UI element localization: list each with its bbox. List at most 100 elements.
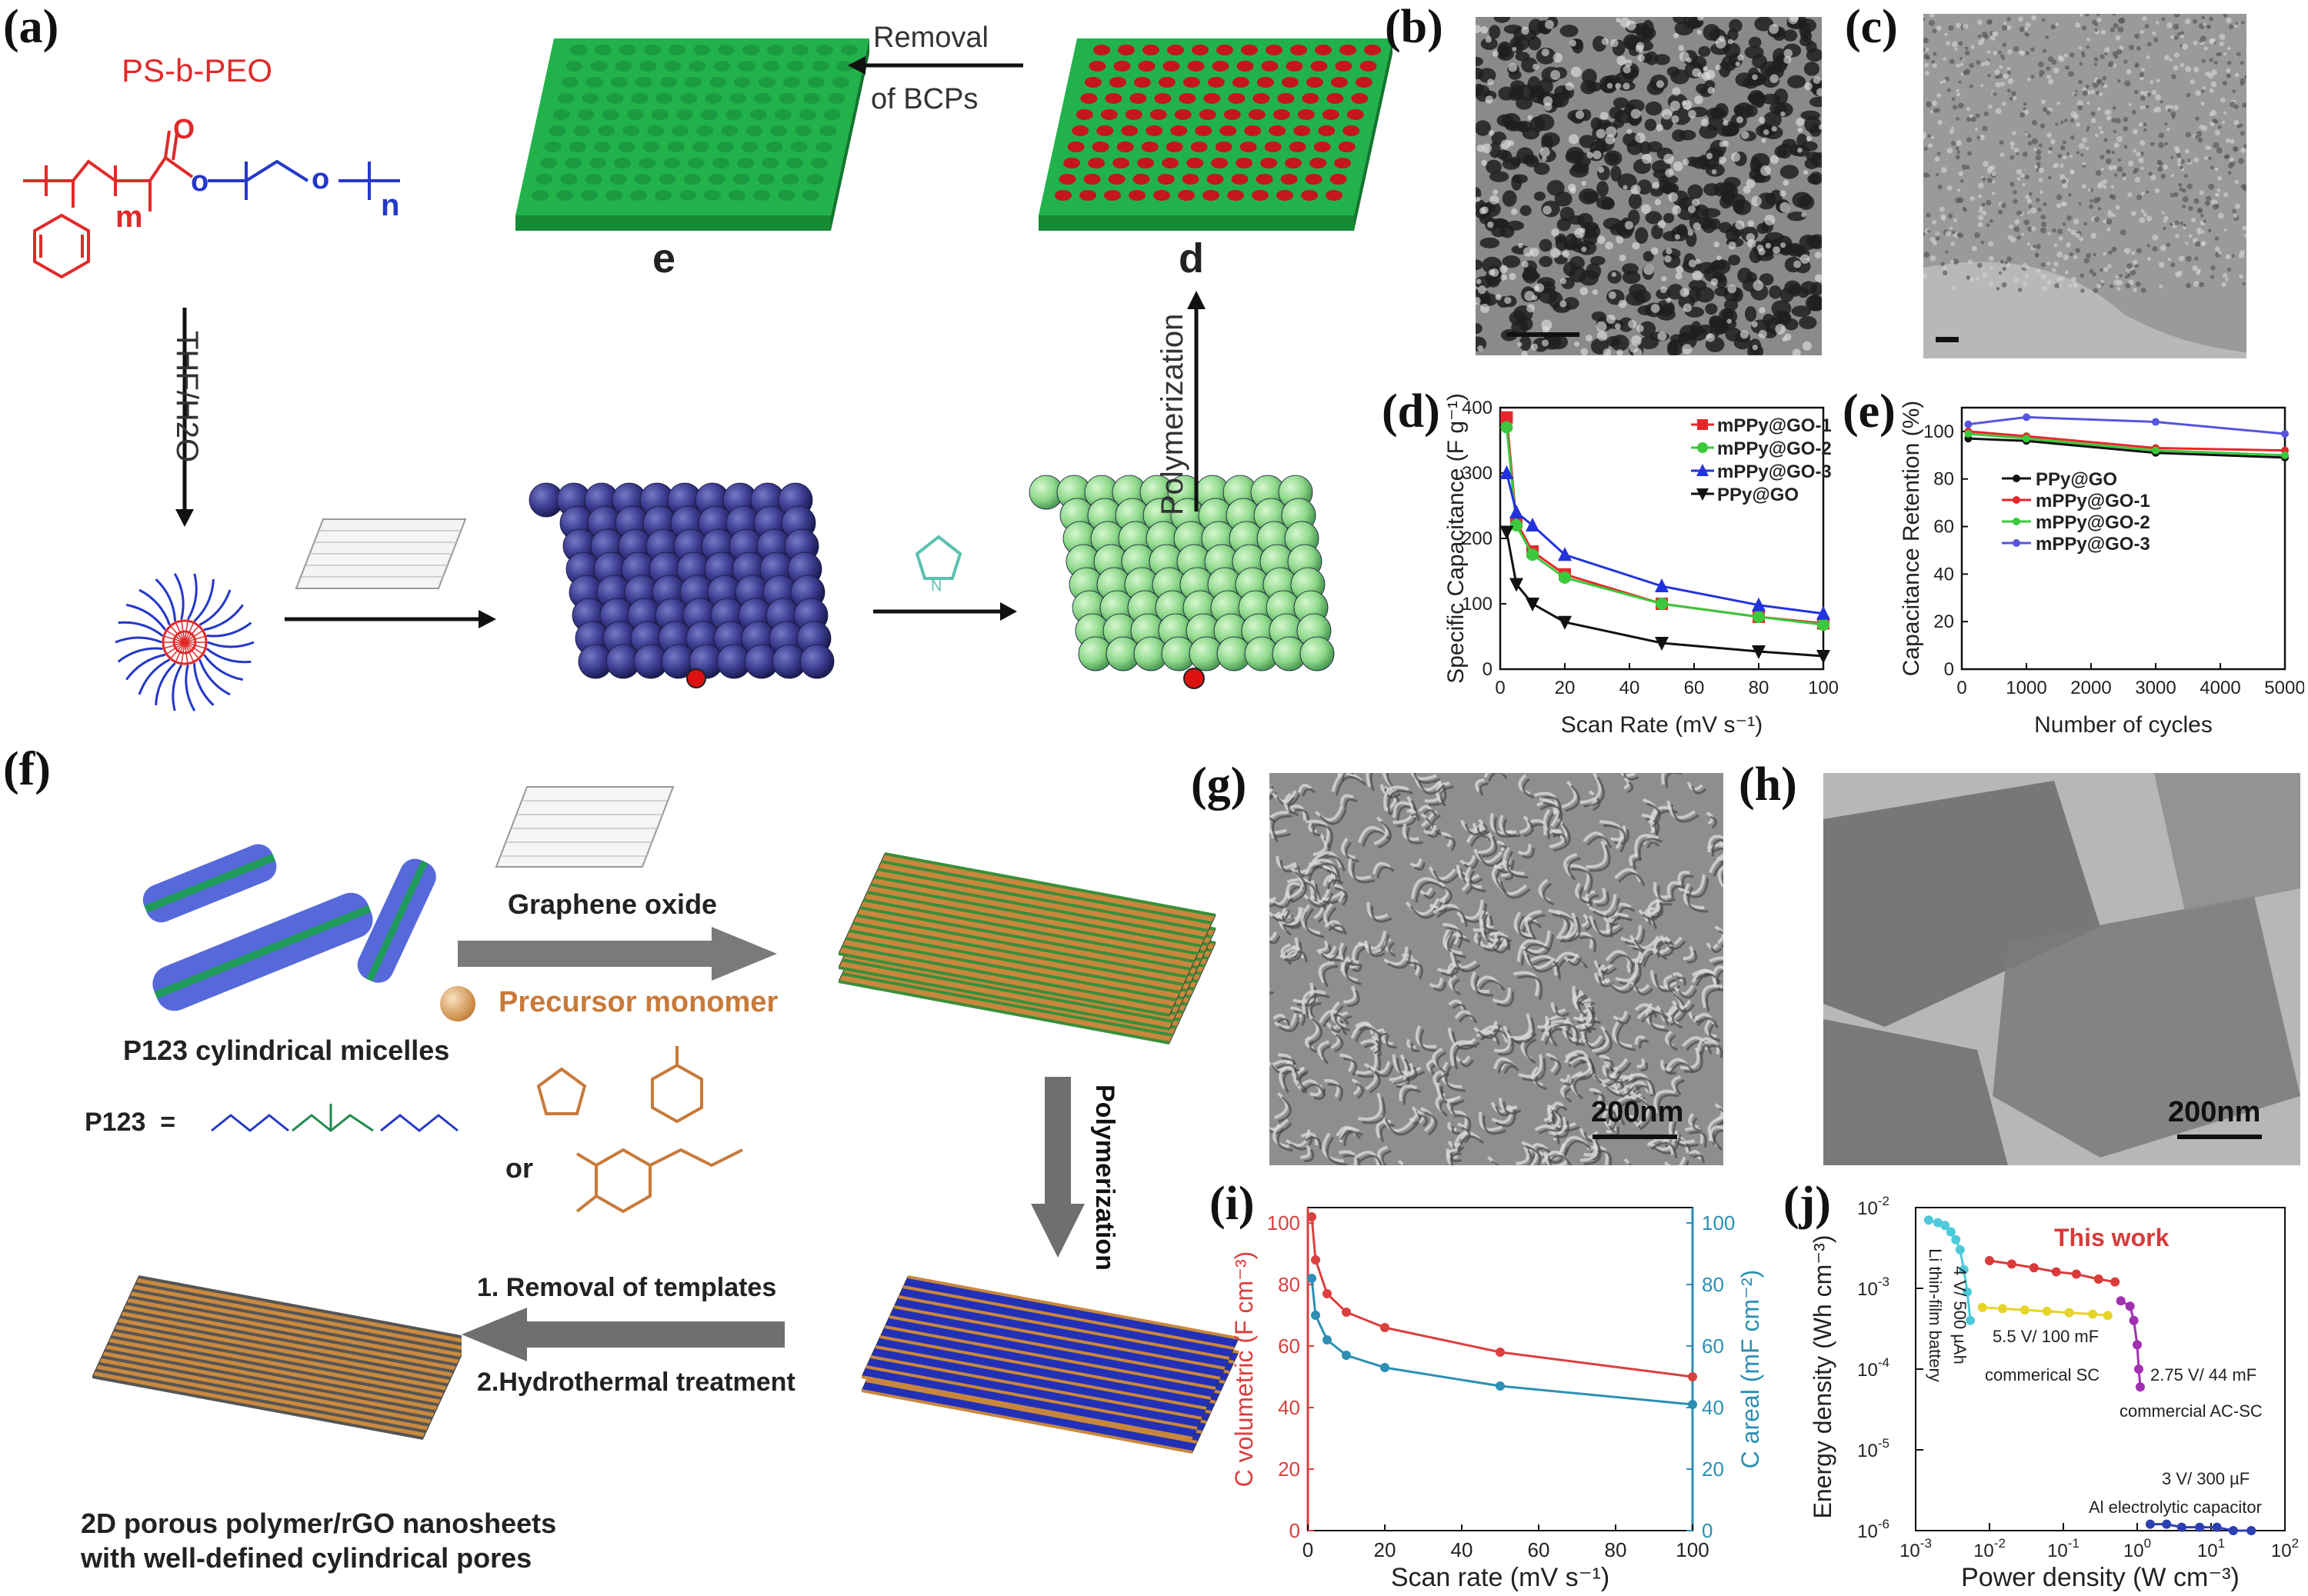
data-point — [2006, 1259, 2016, 1269]
x-tick-label: 0 — [1495, 678, 1505, 698]
down-arrow-thf — [175, 308, 194, 527]
annotation-5-5v: 5.5 V/ 100 mF — [1993, 1327, 2099, 1346]
data-point — [1817, 618, 1829, 631]
data-point — [1311, 1255, 1320, 1264]
y-tick-label-left: 60 — [1278, 1334, 1300, 1358]
y-axis-label: Energy density (Wh cm⁻³) — [1809, 1235, 1836, 1519]
y-tick-label: 10-3 — [1857, 1274, 1889, 1300]
data-point — [1510, 519, 1523, 531]
panel-label-d: (d) — [1382, 385, 1440, 438]
legend-label: mPPy@GO-1 — [2036, 491, 2150, 511]
sem-image-b — [1476, 17, 1822, 355]
x-tick-label: 100 — [1676, 1538, 1709, 1561]
scalebar-h — [2177, 1135, 2262, 1139]
y-tick-label: 100 — [1923, 421, 1954, 442]
data-point — [2281, 451, 2289, 459]
data-point — [1526, 598, 1539, 611]
data-point — [1959, 1264, 1969, 1274]
micelle-illustration — [115, 573, 255, 711]
y-tick-label: 60 — [1933, 517, 1954, 538]
data-point — [1380, 1323, 1389, 1332]
x-axis-label: Scan rate (mV s⁻¹) — [1391, 1563, 1609, 1592]
y-tick-label-right: 100 — [1702, 1211, 1735, 1234]
graphene-oxide-label: Graphene oxide — [508, 888, 718, 920]
x-tick-label: 100 — [1808, 678, 1839, 698]
tem-image-c — [1923, 14, 2246, 358]
panel-label-a: (a) — [3, 1, 59, 53]
svg-text:N: N — [931, 578, 942, 592]
data-point — [1499, 525, 1514, 540]
data-point — [1509, 505, 1523, 518]
data-point — [1307, 1274, 1316, 1283]
x-tick-label: 3000 — [2135, 678, 2176, 698]
y-tick-label: 0 — [1483, 659, 1493, 680]
y-tick-label: 10-2 — [1857, 1194, 1889, 1219]
data-point — [2088, 1309, 2098, 1319]
legend-label: PPy@GO — [1717, 485, 1799, 505]
data-point — [1946, 1227, 1956, 1237]
removal-label-2: of BCPs — [871, 83, 979, 115]
y-tick-label: 10-5 — [1857, 1436, 1889, 1461]
y-tick-label-left: 80 — [1278, 1273, 1300, 1296]
solvent-label: THF/H2O — [170, 331, 204, 463]
scalebar-c — [1936, 337, 1959, 342]
step2-label: 2.Hydrothermal treatment — [477, 1368, 795, 1397]
data-point — [1558, 615, 1572, 630]
plot-frame — [1960, 406, 2286, 671]
data-point — [1500, 421, 1513, 434]
panel-label-g: (g) — [1191, 758, 1247, 811]
y-tick-label: 80 — [1933, 469, 1954, 490]
y-tick-label: 300 — [1462, 463, 1493, 484]
y-tick-label-left: 20 — [1278, 1458, 1300, 1481]
series-line — [1968, 437, 2286, 459]
x-tick-exponent: -2 — [1994, 1536, 2006, 1551]
data-point — [1688, 1372, 1697, 1381]
data-point — [2051, 1267, 2061, 1277]
x-tick-label: 20 — [1374, 1538, 1396, 1561]
pyrrole-aniline-structures — [536, 1046, 703, 1124]
data-point — [2013, 496, 2020, 504]
series-line — [1968, 432, 2286, 457]
data-point — [2162, 1519, 2172, 1529]
data-point — [2152, 418, 2160, 426]
arrow-micelle-to-assembly — [285, 610, 496, 628]
data-point — [1697, 442, 1708, 453]
data-point — [1380, 1363, 1389, 1372]
or-label: or — [505, 1152, 533, 1184]
data-point — [2145, 1519, 2155, 1529]
result-label-1: 2D porous polymer/rGO nanosheets — [81, 1508, 557, 1539]
annotation-3v: 3 V/ 300 µF — [2162, 1469, 2250, 1488]
y-tick-label: 10-4 — [1857, 1355, 1889, 1381]
data-point — [2135, 1382, 2145, 1392]
x-tick-label: 60 — [1528, 1538, 1550, 1561]
data-point — [1940, 1221, 1950, 1231]
data-point — [2129, 1315, 2139, 1325]
data-point — [1322, 1335, 1332, 1344]
panel-label-e: (e) — [1843, 385, 1896, 438]
chart-j: 10-3 10-2 10-1 100 101 10210-610-510-410-310-… — [1809, 1194, 2299, 1592]
data-point — [1656, 598, 1668, 610]
data-point — [2071, 1269, 2081, 1279]
panel-label-f: (f) — [3, 743, 51, 795]
pyrrole-icon: N — [915, 535, 962, 592]
p123-equation-label: P123 = — [85, 1108, 176, 1137]
subscript-m: m — [115, 200, 143, 234]
legend-label: mPPy@GO-2 — [2036, 512, 2150, 533]
x-tick-label: 0 — [1302, 1538, 1313, 1561]
panel-label-b: (b) — [1385, 1, 1443, 53]
data-point — [2246, 1526, 2256, 1535]
y-tick-label-right: 0 — [1702, 1519, 1713, 1542]
scalebar-b — [1506, 332, 1579, 337]
y-tick-exponent: -3 — [1878, 1274, 1889, 1289]
x-axis-label: Number of cycles — [2034, 712, 2213, 738]
scale-label-g: 200nm — [1591, 1096, 1684, 1128]
x-tick-label: 80 — [1605, 1538, 1627, 1561]
y-axis-label-left: C volumetric (F cm⁻³) — [1230, 1251, 1258, 1488]
y-tick-label: 20 — [1933, 611, 1954, 632]
data-point — [1966, 1315, 1976, 1325]
subscript-n: n — [381, 188, 399, 222]
ester-o: o — [191, 165, 208, 198]
annotation-4v: 4 V/ 500 µAh — [1950, 1266, 1969, 1364]
x-axis-label: Scan Rate (mV s⁻¹) — [1561, 712, 1763, 738]
